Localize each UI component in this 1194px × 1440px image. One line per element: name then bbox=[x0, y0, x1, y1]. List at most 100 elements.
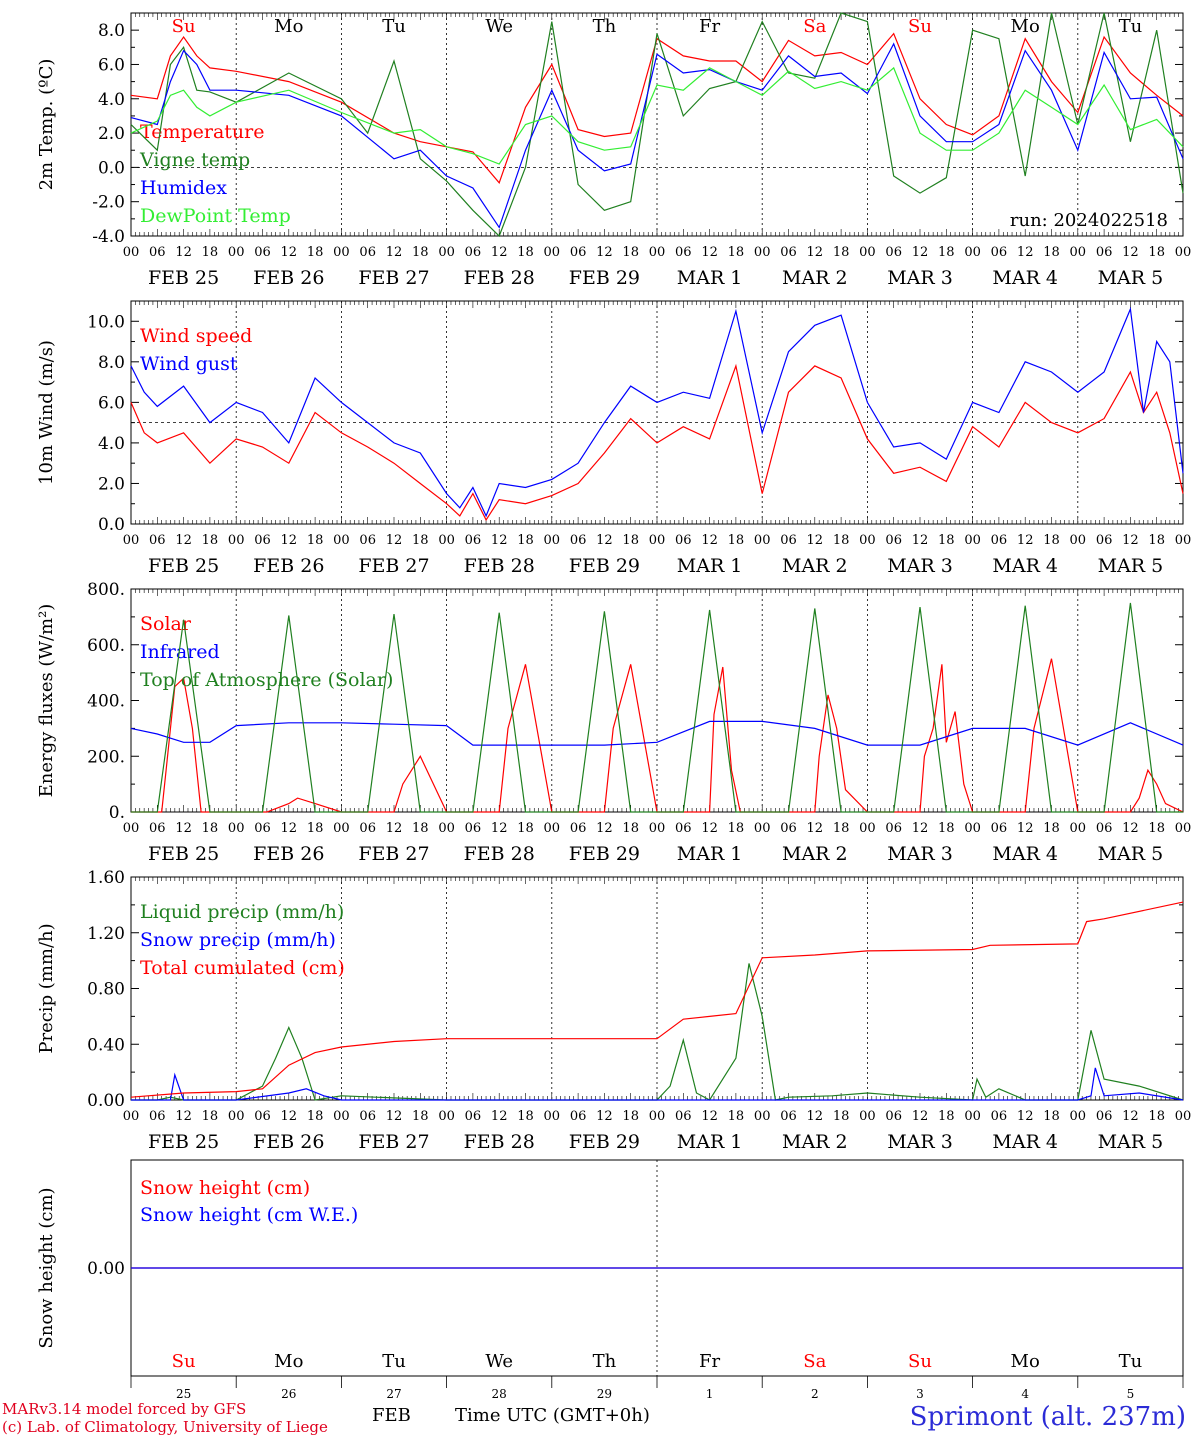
hour-tick-label: 12 bbox=[175, 1109, 192, 1124]
hour-tick-label: 06 bbox=[675, 1109, 692, 1124]
day-label: FEB 29 bbox=[569, 555, 640, 577]
hour-tick-label: 12 bbox=[1122, 821, 1139, 836]
hour-tick-label: 18 bbox=[833, 245, 850, 260]
hour-tick-label: 06 bbox=[359, 821, 376, 836]
hour-tick-label: 12 bbox=[1017, 533, 1034, 548]
hour-tick-label: 00 bbox=[1070, 1109, 1087, 1124]
hour-tick-label: 12 bbox=[491, 1109, 508, 1124]
hour-tick-label: 12 bbox=[386, 821, 403, 836]
y-axis-label: Energy fluxes (W/m²) bbox=[36, 604, 57, 798]
hour-tick-label: 06 bbox=[570, 821, 587, 836]
hour-tick-label: 00 bbox=[964, 533, 981, 548]
hour-tick-label: 00 bbox=[1175, 1109, 1192, 1124]
hour-tick-label: 00 bbox=[754, 1109, 771, 1124]
hour-tick-label: 18 bbox=[517, 533, 534, 548]
hour-tick-label: 18 bbox=[1148, 1109, 1165, 1124]
month-label: FEB bbox=[372, 1405, 411, 1426]
series-line-liquid-precip-mm-h- bbox=[131, 963, 1184, 1101]
hour-tick-label: 00 bbox=[228, 1109, 245, 1124]
day-label: MAR 2 bbox=[782, 267, 848, 289]
hour-tick-label: 00 bbox=[754, 245, 771, 260]
weekday-label: Tu bbox=[382, 1351, 406, 1372]
hour-tick-label: 00 bbox=[859, 821, 876, 836]
y-tick-label: 0.0 bbox=[98, 158, 125, 178]
legend-entry: Vigne temp bbox=[139, 149, 250, 171]
hour-tick-label: 06 bbox=[570, 1109, 587, 1124]
day-label: FEB 27 bbox=[358, 267, 429, 289]
series-line-vigne-temp bbox=[130, 12, 1184, 238]
hour-tick-label: 00 bbox=[649, 821, 666, 836]
day-label: MAR 3 bbox=[887, 555, 953, 577]
hour-tick-label: 00 bbox=[123, 245, 140, 260]
hour-tick-label: 00 bbox=[859, 533, 876, 548]
hour-tick-label: 06 bbox=[885, 533, 902, 548]
hour-tick-label: 12 bbox=[596, 1109, 613, 1124]
hour-tick-label: 18 bbox=[728, 245, 745, 260]
series-line-top-of-atmosphere-solar- bbox=[131, 602, 1183, 813]
hour-tick-label: 06 bbox=[359, 245, 376, 260]
legend-entry: Liquid precip (mm/h) bbox=[140, 901, 344, 923]
hour-tick-label: 18 bbox=[307, 245, 324, 260]
y-axis-label: Precip (mm/h) bbox=[36, 923, 57, 1053]
day-label: FEB 27 bbox=[358, 555, 429, 577]
legend-entry: Snow height (cm) bbox=[140, 1177, 310, 1199]
hour-tick-label: 06 bbox=[885, 821, 902, 836]
day-number-label: 28 bbox=[492, 1387, 507, 1401]
day-label: MAR 2 bbox=[782, 843, 848, 865]
run-annotation: run: 2024022518 bbox=[1010, 210, 1168, 231]
hour-tick-label: 18 bbox=[622, 533, 639, 548]
panel-2: 10.0 8.0 6.0 4.0 2.0 0.0 10m Wind (m/s) Wind sp… bbox=[36, 300, 1191, 577]
hour-tick-label: 12 bbox=[701, 821, 718, 836]
day-label: MAR 4 bbox=[992, 267, 1058, 289]
hour-tick-label: 18 bbox=[517, 1109, 534, 1124]
hour-tick-label: 12 bbox=[701, 1109, 718, 1124]
hour-tick-label: 12 bbox=[912, 1109, 929, 1124]
y-tick-label: 4.0 bbox=[98, 90, 125, 110]
legend-entry: Solar bbox=[140, 613, 192, 635]
hour-tick-label: 18 bbox=[622, 1109, 639, 1124]
day-number-label: 27 bbox=[386, 1387, 401, 1401]
hour-tick-label: 06 bbox=[570, 533, 587, 548]
day-label: MAR 5 bbox=[1098, 555, 1164, 577]
hour-tick-label: 18 bbox=[938, 533, 955, 548]
hour-tick-label: 06 bbox=[359, 533, 376, 548]
hour-tick-label: 12 bbox=[281, 821, 298, 836]
day-label: MAR 2 bbox=[782, 555, 848, 577]
y-axis-label: 10m Wind (m/s) bbox=[36, 340, 57, 485]
hour-tick-label: 18 bbox=[833, 533, 850, 548]
y-tick-label: 0.00 bbox=[87, 1259, 125, 1279]
hour-tick-label: 12 bbox=[596, 245, 613, 260]
day-number-label: 4 bbox=[1021, 1387, 1029, 1401]
hour-tick-label: 06 bbox=[149, 821, 166, 836]
hour-tick-label: 06 bbox=[570, 245, 587, 260]
weekday-label: We bbox=[485, 1351, 513, 1372]
y-tick-label: 0.40 bbox=[87, 1035, 125, 1055]
hour-tick-label: 12 bbox=[1017, 245, 1034, 260]
hour-tick-label: 00 bbox=[649, 1109, 666, 1124]
hour-tick-label: 00 bbox=[123, 1109, 140, 1124]
hour-tick-label: 06 bbox=[675, 821, 692, 836]
hour-tick-label: 12 bbox=[1122, 245, 1139, 260]
hour-tick-label: 18 bbox=[938, 821, 955, 836]
hour-tick-label: 06 bbox=[465, 1109, 482, 1124]
hour-tick-label: 12 bbox=[175, 821, 192, 836]
hour-tick-label: 06 bbox=[780, 245, 797, 260]
hour-tick-label: 00 bbox=[1175, 245, 1192, 260]
hour-tick-label: 06 bbox=[254, 821, 271, 836]
day-label: FEB 28 bbox=[464, 843, 535, 865]
hour-tick-label: 18 bbox=[517, 821, 534, 836]
hour-tick-label: 06 bbox=[885, 1109, 902, 1124]
day-label: FEB 26 bbox=[253, 843, 324, 865]
hour-tick-label: 18 bbox=[1043, 1109, 1060, 1124]
y-tick-label: -4.0 bbox=[92, 227, 125, 247]
legend-entry: Top of Atmosphere (Solar) bbox=[140, 669, 393, 691]
y-tick-label: 0.80 bbox=[87, 980, 125, 1000]
hour-tick-label: 06 bbox=[254, 533, 271, 548]
legend-entry: Wind gust bbox=[140, 353, 238, 375]
day-label: FEB 28 bbox=[464, 267, 535, 289]
hour-tick-label: 00 bbox=[438, 821, 455, 836]
legend-entry: Infrared bbox=[140, 641, 220, 663]
hour-tick-label: 12 bbox=[386, 245, 403, 260]
hour-tick-label: 18 bbox=[728, 533, 745, 548]
